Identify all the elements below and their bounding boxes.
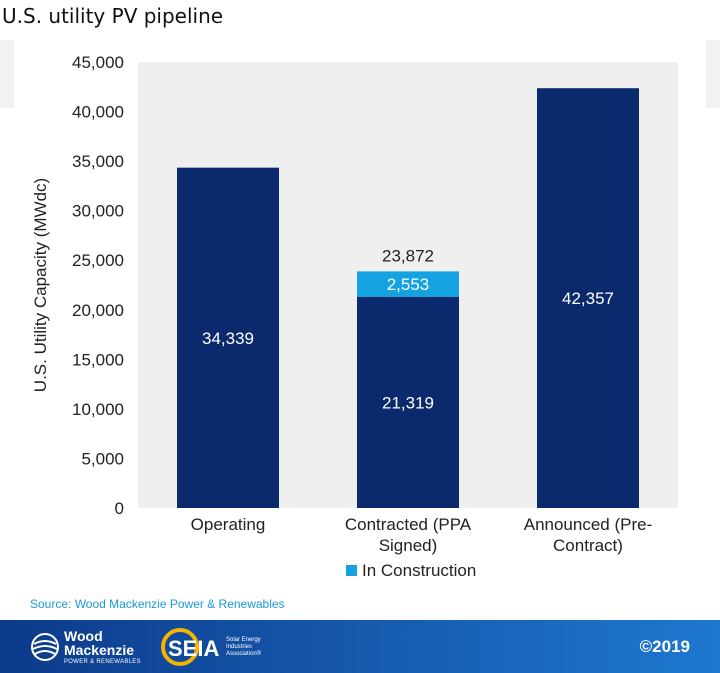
data-label: 21,319 <box>382 393 434 412</box>
seia-logo: SEIA Solar Energy Industries Association… <box>161 628 262 666</box>
data-label: 42,357 <box>562 289 614 308</box>
y-tick-label: 45,000 <box>72 53 124 72</box>
y-tick-label: 10,000 <box>72 400 124 419</box>
x-category-label: Contracted (PPA <box>345 515 472 534</box>
y-tick-label: 30,000 <box>72 202 124 221</box>
legend-swatch-in-construction <box>346 565 357 576</box>
bar-segment <box>537 88 639 508</box>
copyright: ©2019 <box>639 637 690 656</box>
bar-segment <box>357 296 459 508</box>
y-tick-label: 35,000 <box>72 152 124 171</box>
y-tick-label: 5,000 <box>81 449 124 468</box>
x-category-label: Announced (Pre- <box>524 515 653 534</box>
x-category-label: Signed) <box>379 536 438 555</box>
y-tick-label: 25,000 <box>72 251 124 270</box>
bar-segment <box>357 271 459 297</box>
total-label: 23,872 <box>382 246 434 265</box>
y-tick-label: 20,000 <box>72 301 124 320</box>
x-category-label: Operating <box>191 515 266 534</box>
y-tick-label: 40,000 <box>72 103 124 122</box>
y-tick-label: 15,000 <box>72 350 124 369</box>
right-edge-panel <box>706 40 720 108</box>
bar-segment <box>177 167 279 508</box>
seia-mark: SEIA <box>168 636 219 661</box>
left-edge-panel <box>0 40 14 108</box>
svg-text:Industries: Industries <box>226 644 252 650</box>
wood-mackenzie-logo: Wood Mackenzie POWER & RENEWABLES <box>64 628 141 665</box>
data-label: 2,553 <box>387 275 430 294</box>
source-note: Source: Wood Mackenzie Power & Renewable… <box>30 597 285 611</box>
legend: In Construction <box>346 561 476 580</box>
y-tick-label: 0 <box>115 499 124 518</box>
svg-text:Solar Energy: Solar Energy <box>226 637 261 643</box>
data-label: 34,339 <box>202 329 254 348</box>
svg-text:Association®: Association® <box>226 650 262 657</box>
page-title: U.S. utility PV pipeline <box>2 4 224 28</box>
chart: 0 5,000 10,000 15,000 20,000 25,000 30,000 35,0… <box>31 53 678 580</box>
legend-label-in-construction: In Construction <box>362 561 476 580</box>
wood-mackenzie-globe-icon <box>31 633 59 661</box>
x-category-label: Contract) <box>553 536 623 555</box>
y-axis-label: U.S. Utility Capacity (MWdc) <box>31 178 50 392</box>
footer-bar <box>0 620 720 673</box>
